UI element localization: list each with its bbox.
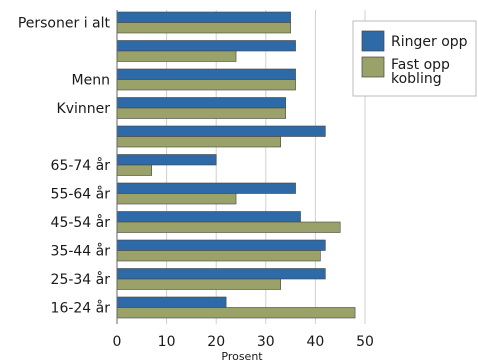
category-label-0: Personer i alt: [18, 16, 111, 32]
bar-ringer-opp-10: [116, 296, 227, 308]
bar-fast-opp-kobling-5: [116, 164, 153, 176]
bar-fast-opp-kobling-3: [116, 107, 286, 119]
legend-label-ringer-opp: Ringer opp: [391, 34, 468, 50]
category-label-9: 25-34 år: [51, 271, 111, 288]
x-tick-label-50: 50: [356, 334, 374, 350]
x-tick-label-20: 20: [207, 334, 225, 350]
bar-fast-opp-kobling-1: [116, 50, 237, 62]
category-label-10: 16-24 år: [51, 300, 111, 317]
category-label-6: 55-64 år: [51, 186, 111, 203]
bar-fast-opp-kobling-4: [116, 136, 281, 148]
bar-fast-opp-kobling-2: [116, 79, 296, 91]
x-tick-label-10: 10: [158, 334, 176, 350]
x-tick-label-30: 30: [257, 334, 275, 350]
category-label-7: 45-54 år: [51, 214, 111, 231]
bar-ringer-opp-8: [116, 239, 326, 251]
legend-swatch-ringer-opp: [361, 30, 385, 52]
bar-fast-opp-kobling-6: [116, 193, 237, 205]
bar-ringer-opp-3: [116, 97, 286, 109]
category-label-5: 65-74 år: [51, 157, 111, 174]
bar-ringer-opp-7: [116, 211, 301, 223]
bar-fast-opp-kobling-8: [116, 250, 321, 262]
bar-fast-opp-kobling-7: [116, 221, 341, 233]
x-axis-title: Prosent: [221, 350, 263, 363]
bar-ringer-opp-1: [116, 40, 296, 52]
bar-ringer-opp-6: [116, 182, 296, 194]
x-tick-label-40: 40: [306, 334, 324, 350]
category-label-3: Kvinner: [57, 101, 111, 117]
legend-label-fast-opp-kobling: Fast opp kobling: [391, 57, 450, 87]
bar-fast-opp-kobling-9: [116, 278, 281, 290]
bar-fast-opp-kobling-10: [116, 307, 356, 319]
bar-ringer-opp-5: [116, 154, 217, 166]
bar-ringer-opp-9: [116, 268, 326, 280]
bar-fast-opp-kobling-0: [116, 22, 291, 34]
bar-ringer-opp-2: [116, 68, 296, 80]
category-label-2: Menn: [72, 73, 110, 89]
bar-ringer-opp-4: [116, 125, 326, 137]
x-tick-labels: 0 10 20 30 40 50: [113, 334, 374, 350]
bar-ringer-opp-0: [116, 11, 291, 23]
category-label-8: 35-44 år: [51, 243, 111, 260]
legend-swatch-fast-opp-kobling: [361, 56, 385, 78]
legend: Ringer opp Fast opp kobling: [352, 20, 477, 97]
x-tick-label-0: 0: [113, 334, 122, 350]
bars: [116, 11, 356, 319]
category-labels: Personer i alt Menn Kvinner 65-74 år 55-64 å…: [18, 16, 111, 317]
